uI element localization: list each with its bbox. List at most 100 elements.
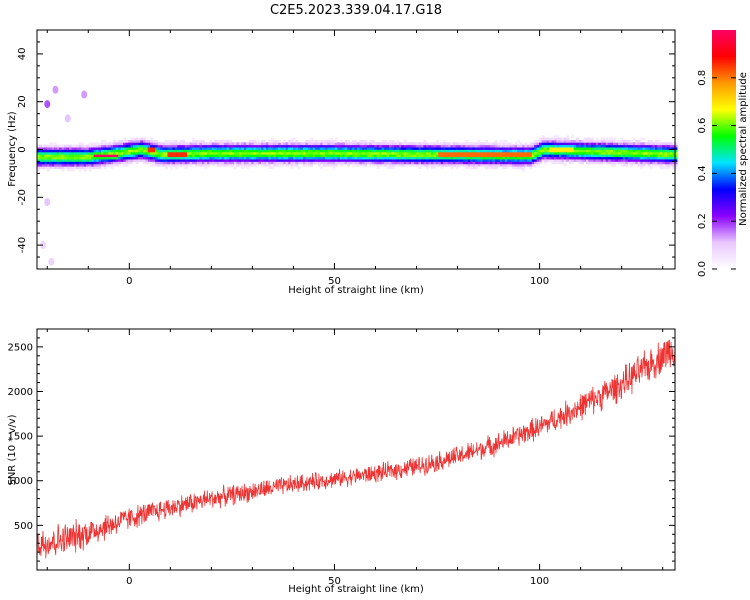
spectrogram-cell xyxy=(231,156,235,160)
spectrogram-cell xyxy=(448,156,451,160)
spectrogram-cell xyxy=(401,156,405,160)
spectrogram-cell xyxy=(487,159,491,162)
spectrogram-cell xyxy=(654,151,658,155)
spectrogram-cell xyxy=(521,149,525,153)
spectrogram-cell xyxy=(103,142,107,146)
spectrogram-cell xyxy=(630,163,634,167)
spectrogram-cell xyxy=(529,144,533,148)
spectrogram-cell xyxy=(251,161,255,165)
spectrogram-cell xyxy=(603,156,607,160)
spectrogram-cell xyxy=(371,163,375,167)
spectrogram-cell xyxy=(310,159,314,162)
spectrogram-cell xyxy=(455,144,459,148)
spectrogram-cell xyxy=(485,154,488,158)
spectrogram-cell xyxy=(278,149,282,153)
spectrogram-cell xyxy=(312,149,316,153)
spectrogram-cell xyxy=(389,142,392,146)
spectrogram-cell xyxy=(448,142,451,146)
spectrogram-cell xyxy=(494,142,498,146)
spectrogram-cell xyxy=(142,151,146,155)
spectrogram-cell xyxy=(603,142,607,146)
spectrogram-cell xyxy=(339,149,343,153)
spectrogram-cell xyxy=(261,149,264,153)
spectrogram-cell xyxy=(669,149,673,153)
spectrogram-cell xyxy=(344,144,348,148)
spectrogram-cell xyxy=(110,154,114,158)
spectrogram-cell xyxy=(270,156,274,160)
spectrogram-cell xyxy=(512,144,515,148)
spectrogram-cell xyxy=(512,149,515,153)
spectrogram-cell xyxy=(659,154,663,158)
spectrogram-cell xyxy=(581,161,584,165)
spectrogram-cell xyxy=(640,156,643,160)
spectrogram-cell xyxy=(593,151,597,155)
spectrogram-cell xyxy=(118,159,122,162)
spectrogram-cell xyxy=(502,142,506,146)
spectrogram-ytick-label: -40 xyxy=(17,237,28,253)
spectrogram-cell xyxy=(315,149,319,153)
spectrogram-cell xyxy=(236,163,240,167)
spectrogram-cell xyxy=(588,154,592,158)
spectrogram-cell xyxy=(231,151,235,155)
spectrogram-cell xyxy=(472,147,476,150)
spectrogram-cell xyxy=(667,151,671,155)
spectrogram-cell xyxy=(425,144,429,148)
spectrogram-cell xyxy=(450,149,454,153)
spectrogram-cell xyxy=(78,168,82,172)
spectrogram-cell xyxy=(369,142,373,146)
spectrogram-cell xyxy=(391,159,395,162)
spectrogram-noise-blob xyxy=(40,241,47,250)
spectrogram-cell xyxy=(283,147,287,150)
spectrogram-cell xyxy=(76,147,80,150)
spectrogram-cell xyxy=(150,161,154,165)
spectrogram-cell xyxy=(406,159,410,162)
spectrogram-cell xyxy=(285,154,289,158)
spectrogram-cell xyxy=(411,154,415,158)
spectrogram-cell xyxy=(312,139,316,143)
spectrogram-cell xyxy=(105,151,109,155)
spectrogram-cell xyxy=(566,149,570,153)
spectrogram-cell xyxy=(509,147,513,150)
spectrogram-cell xyxy=(499,144,503,148)
spectrogram-cell xyxy=(347,151,351,155)
spectrogram-cell xyxy=(251,149,255,153)
spectrogram-cell xyxy=(197,144,200,148)
spectrogram-cell xyxy=(536,147,540,150)
spectrogram-cell xyxy=(231,161,235,165)
spectrogram-cell xyxy=(526,159,530,162)
spectrogram-cell xyxy=(489,166,493,170)
spectrogram-cell xyxy=(465,156,469,160)
spectrogram-cell xyxy=(401,159,405,162)
spectrogram-cell xyxy=(379,161,383,165)
spectrogram-cell xyxy=(216,156,220,160)
spectrogram-cell xyxy=(293,147,296,150)
spectrogram-cell xyxy=(76,149,80,153)
spectrogram-cell xyxy=(329,163,333,167)
spectrogram-cell xyxy=(669,154,673,158)
spectrogram-cell xyxy=(605,156,609,160)
spectrogram-cell xyxy=(647,142,651,146)
spectrogram-cell xyxy=(172,154,176,158)
spectrogram-cell xyxy=(512,151,515,155)
spectrogram-cell xyxy=(590,144,594,148)
spectrogram-cell xyxy=(98,144,102,148)
spectrogram-cell xyxy=(261,151,264,155)
spectrogram-cell xyxy=(541,159,545,162)
spectrogram-cell xyxy=(246,147,250,150)
spectrogram-cell xyxy=(88,163,92,167)
spectrogram-cell xyxy=(302,154,306,158)
spectrogram-cell xyxy=(632,151,636,155)
spectrogram-cell xyxy=(615,161,619,165)
spectrogram-cell xyxy=(320,161,323,165)
spectrogram-cell xyxy=(293,159,296,162)
spectrogram-cell xyxy=(135,161,139,165)
spectrogram-cell xyxy=(502,149,506,153)
spectrogram-cell xyxy=(219,159,223,162)
spectrogram-cell xyxy=(162,161,166,165)
spectrogram-cell xyxy=(273,144,277,148)
spectrogram-cell xyxy=(54,159,58,162)
spectrogram-cell xyxy=(182,156,186,160)
spectrogram-cell xyxy=(423,154,427,158)
spectrogram-cell xyxy=(674,149,678,153)
spectrogram-cell xyxy=(135,147,139,150)
